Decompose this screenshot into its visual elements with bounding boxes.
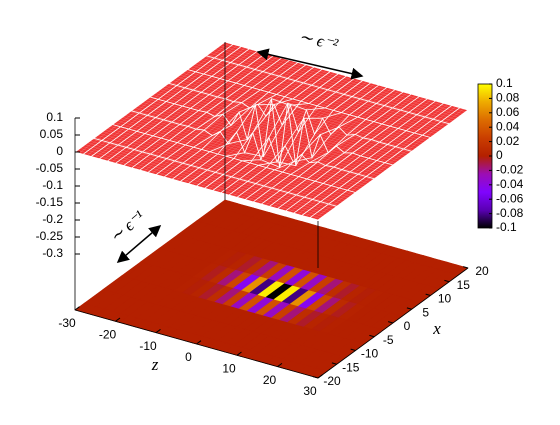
top-surface <box>74 41 469 221</box>
z-tick <box>74 306 80 311</box>
z-tick-label: -10 <box>139 339 157 353</box>
mesh-line <box>151 63 303 174</box>
colorbar-tick-label: 0.02 <box>496 134 520 148</box>
z-tick-label: 10 <box>222 362 236 376</box>
surface-row <box>149 96 394 168</box>
colorbar-tick-label: -0.08 <box>496 206 524 220</box>
x-tick-label: 10 <box>438 292 452 306</box>
colorbar-tick-label: -0.04 <box>496 177 524 191</box>
mesh-line <box>159 65 311 177</box>
colorbar-tick-label: 0.1 <box>496 76 513 90</box>
x-tick-label: -5 <box>383 333 394 347</box>
surface-row <box>187 69 431 138</box>
z-tick-label: 30 <box>303 384 317 398</box>
mesh-line <box>143 61 295 172</box>
mesh-line <box>240 88 392 199</box>
z-tick <box>277 362 283 368</box>
bottom-map <box>74 199 469 379</box>
z-tick-label: -20 <box>99 328 117 342</box>
x-tick-label: -20 <box>323 374 341 388</box>
mesh-line <box>265 95 416 206</box>
x-tick <box>331 362 337 365</box>
axis-label: x <box>432 319 441 338</box>
colorbar-tick-label: 0.08 <box>496 91 520 105</box>
arrow <box>256 48 364 80</box>
x-tick <box>350 348 356 351</box>
z-tick-label: 0 <box>185 350 192 364</box>
mesh-line <box>232 85 384 197</box>
surface-row <box>206 55 450 125</box>
surface-row <box>131 110 375 180</box>
surface-plane <box>75 42 468 220</box>
x-tick-label: -15 <box>342 360 360 374</box>
z-tick <box>155 328 161 334</box>
z-tick <box>317 374 323 379</box>
x-tick <box>388 321 394 324</box>
x-tick-label: 5 <box>422 305 429 319</box>
arrow <box>116 225 162 263</box>
z-tick <box>196 340 202 345</box>
x-tick-label: 15 <box>457 278 471 292</box>
y-tick-label: -0.05 <box>36 161 64 175</box>
surface-row <box>168 82 412 152</box>
x-tick <box>369 334 375 338</box>
z-tick-label: -30 <box>58 316 76 330</box>
x-tick-label: 20 <box>475 264 489 278</box>
y-tick-label: 0.05 <box>40 127 64 141</box>
mesh-line <box>249 90 400 201</box>
annotation: ∼ ϵ⁻² <box>297 27 341 55</box>
mesh-line <box>257 92 408 204</box>
colorbar-tick-label: 0 <box>496 148 503 162</box>
z-tick-label: 20 <box>263 373 277 387</box>
x-tick <box>463 266 469 269</box>
colorbar-tick-label: 0.04 <box>496 119 520 133</box>
x-tick <box>444 279 450 283</box>
axes: 0.1 0.05 0 -0.05 -0.1 -0.15 -0.2 -0.25 -0.3 -30 -2… <box>36 42 489 398</box>
x-tick-label: 0 <box>404 319 411 333</box>
y-tick-label: 0.1 <box>46 110 63 124</box>
y-tick-label: -0.1 <box>42 178 63 192</box>
y-tick-label: 0 <box>56 144 63 158</box>
colorbar-tick-label: 0.06 <box>496 105 520 119</box>
y-tick-label: -0.15 <box>36 195 64 209</box>
mesh-line <box>184 72 335 183</box>
x-tick <box>406 307 412 310</box>
surface-row <box>74 151 319 221</box>
y-tick-label: -0.3 <box>42 246 63 260</box>
x-tick <box>425 293 431 296</box>
surface-row <box>93 137 337 207</box>
colorbar-tick-label: -0.1 <box>496 220 517 234</box>
colorbar-tick-label: -0.02 <box>496 163 524 177</box>
z-tick <box>115 317 121 322</box>
axis-label: z <box>151 355 159 374</box>
x-tick <box>313 376 319 379</box>
y-tick-label: -0.25 <box>36 229 64 243</box>
colorbar-tick-label: -0.06 <box>496 191 524 205</box>
mesh-line <box>176 70 327 181</box>
colorbar: 0.10.080.060.040.020-0.02-0.04-0.06-0.08… <box>477 76 524 234</box>
x-tick-label: -10 <box>361 347 379 361</box>
y-tick-label: -0.2 <box>42 212 63 226</box>
mesh-line <box>224 83 376 195</box>
surface-row <box>112 124 356 193</box>
z-tick <box>236 351 242 356</box>
